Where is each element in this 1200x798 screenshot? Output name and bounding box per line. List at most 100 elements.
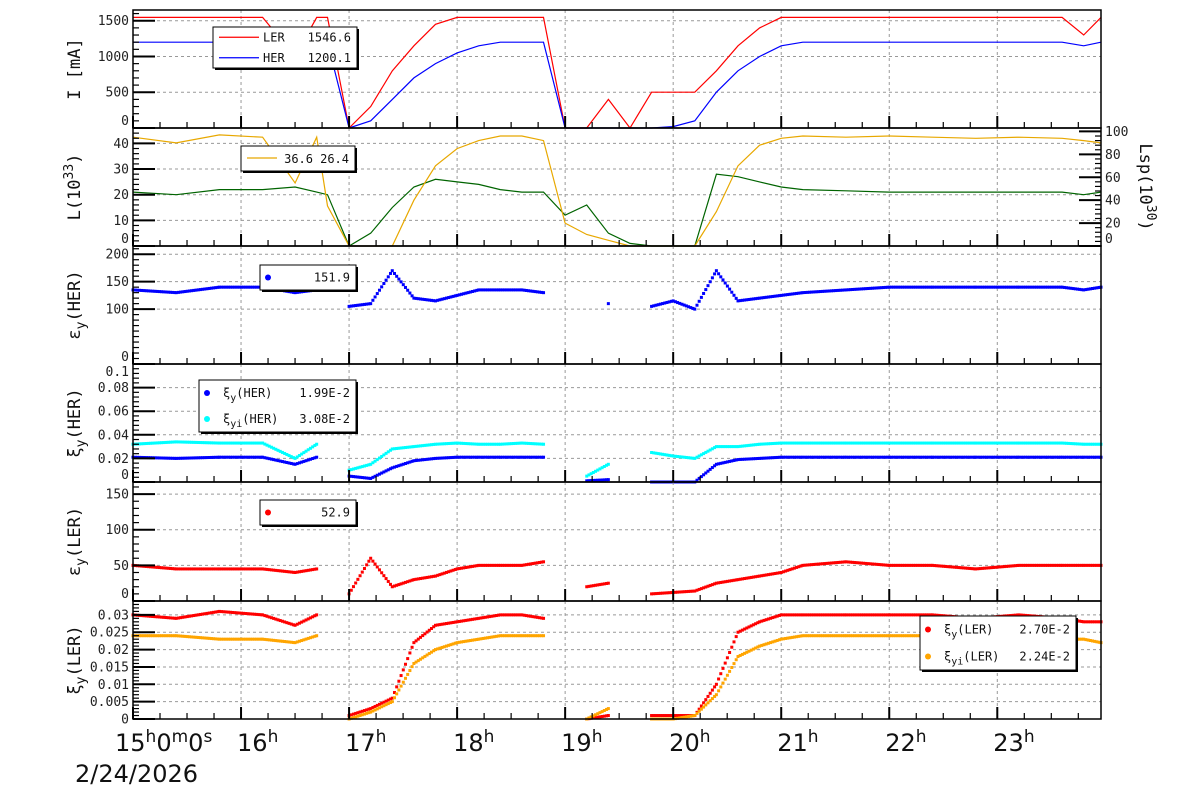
data-point <box>1034 285 1038 289</box>
data-point <box>436 456 440 460</box>
data-point <box>823 613 827 617</box>
data-point <box>838 441 842 445</box>
data-point <box>996 441 1000 445</box>
data-point <box>764 618 768 622</box>
data-point <box>187 456 191 460</box>
data-point <box>944 285 948 289</box>
data-point <box>351 716 355 720</box>
data-point <box>297 570 301 574</box>
data-point <box>233 441 237 445</box>
data-point <box>717 689 721 693</box>
data-point <box>855 613 859 617</box>
data-point <box>699 453 703 457</box>
data-point <box>498 455 502 459</box>
data-point <box>1039 563 1043 567</box>
data-point <box>987 566 991 570</box>
data-point <box>884 285 888 289</box>
data-point <box>475 617 479 621</box>
data-point <box>1080 288 1084 292</box>
data-point <box>1050 563 1054 567</box>
data-point <box>1065 455 1069 459</box>
data-point <box>427 628 431 632</box>
data-point <box>349 468 353 472</box>
data-point <box>846 288 850 292</box>
data-point <box>248 567 252 571</box>
data-point <box>862 561 866 565</box>
data-point <box>816 562 820 566</box>
data-point <box>927 613 931 617</box>
data-point <box>781 570 785 574</box>
data-point <box>596 583 600 587</box>
data-point <box>183 456 187 460</box>
data-point <box>695 478 699 482</box>
data-point <box>795 455 799 459</box>
data-point <box>462 566 466 570</box>
data-point <box>879 286 883 290</box>
data-point <box>198 288 202 292</box>
data-point <box>836 288 840 292</box>
data-point <box>235 285 239 289</box>
data-point <box>991 441 995 445</box>
data-point <box>479 442 483 446</box>
data-point <box>773 639 777 643</box>
data-point <box>267 568 271 572</box>
data-point <box>848 455 852 459</box>
data-point <box>283 620 287 624</box>
data-point <box>993 455 997 459</box>
data-point <box>540 442 544 446</box>
data-point <box>896 285 900 289</box>
data-point <box>877 455 881 459</box>
data-point <box>598 467 602 471</box>
data-point <box>1080 620 1084 624</box>
data-point <box>468 565 472 569</box>
data-point <box>779 441 783 445</box>
data-point <box>308 446 312 450</box>
data-point <box>475 637 479 641</box>
data-point <box>477 442 481 446</box>
data-point <box>862 287 866 291</box>
data-point <box>468 455 472 459</box>
data-point <box>468 639 472 643</box>
data-point <box>773 615 777 619</box>
data-point <box>315 442 319 446</box>
data-point <box>313 456 317 460</box>
data-point <box>522 455 526 459</box>
data-point <box>838 613 842 617</box>
data-point <box>168 456 172 460</box>
data-point <box>140 634 144 638</box>
data-point <box>916 455 920 459</box>
data-point <box>704 698 708 702</box>
data-point <box>866 562 870 566</box>
data-point <box>274 639 278 643</box>
data-point <box>870 613 874 617</box>
data-point <box>868 455 872 459</box>
y-tick-label: 0 <box>121 350 129 365</box>
data-point <box>840 634 844 638</box>
data-point <box>174 456 178 460</box>
data-point <box>980 566 984 570</box>
data-point <box>884 634 888 638</box>
data-point <box>691 456 695 460</box>
data-point <box>283 569 287 573</box>
data-point <box>514 563 518 567</box>
data-point <box>483 615 487 619</box>
y-tick-label: 0.02 <box>98 643 129 658</box>
data-point <box>492 455 496 459</box>
data-point <box>834 634 838 638</box>
data-point <box>689 714 693 718</box>
data-point <box>989 455 993 459</box>
data-point <box>416 458 420 462</box>
data-point <box>183 440 187 444</box>
data-point <box>966 455 970 459</box>
legend-value: 1546.6 <box>308 30 351 44</box>
data-point <box>250 612 254 616</box>
data-point <box>1082 288 1086 292</box>
data-point <box>704 471 708 475</box>
data-point <box>602 582 606 586</box>
data-point <box>466 291 470 295</box>
data-point <box>762 296 766 300</box>
data-point <box>306 617 310 621</box>
data-point <box>250 637 254 641</box>
data-point <box>775 614 779 618</box>
